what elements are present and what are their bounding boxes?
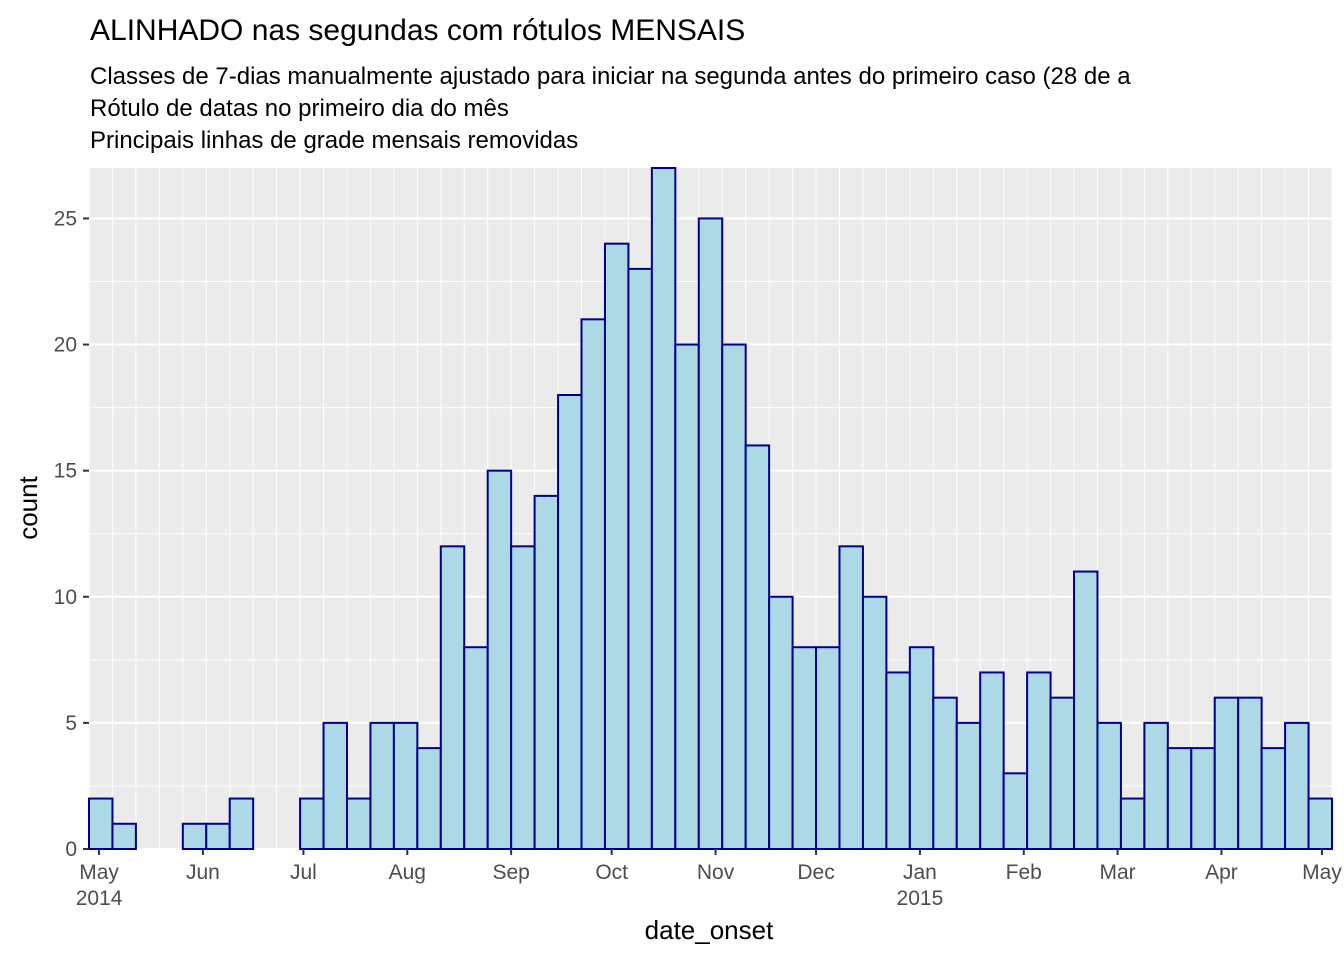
histogram-bar xyxy=(1190,747,1216,850)
histogram-bar xyxy=(88,797,114,850)
histogram-bar xyxy=(932,696,958,851)
histogram-bar xyxy=(1119,797,1146,850)
histogram-bar xyxy=(768,595,794,850)
x-tick-label: Mar xyxy=(1099,861,1135,884)
x-axis: May 2014 Jun Jul Aug Sep Oct Nov Dec Jan 2015 Feb Ma… xyxy=(76,849,1342,910)
histogram-bar xyxy=(181,822,208,850)
histogram-bar xyxy=(416,747,442,850)
histogram-bar xyxy=(533,494,560,850)
x-tick-label: Nov xyxy=(697,861,735,884)
histogram-bar xyxy=(510,545,536,850)
y-tick-label: 20 xyxy=(54,334,77,357)
histogram-bar xyxy=(1213,696,1240,851)
x-tick-label: Sep xyxy=(492,861,529,884)
histogram-bar xyxy=(439,545,466,850)
histogram-bar xyxy=(1073,570,1099,850)
histogram-bar xyxy=(557,394,583,850)
histogram-bar xyxy=(979,671,1005,851)
bars xyxy=(88,167,1333,851)
histogram-bar xyxy=(1002,772,1029,850)
histogram-bar xyxy=(1237,696,1263,851)
histogram-bar xyxy=(721,343,747,850)
y-tick-label: 25 xyxy=(54,207,77,230)
histogram-bar xyxy=(861,595,888,850)
histogram-bar xyxy=(205,822,231,850)
x-tick-label: May xyxy=(1302,861,1342,884)
histogram-bar xyxy=(1284,721,1310,851)
chart-subtitle-line-1: Classes de 7-dias manualmente ajustado p… xyxy=(90,63,1131,90)
histogram-bar xyxy=(627,267,653,850)
histogram-bar xyxy=(580,318,606,851)
histogram-bar xyxy=(1026,671,1052,851)
y-tick-label: 10 xyxy=(54,586,77,609)
histogram-bar xyxy=(744,444,771,850)
histogram-bar xyxy=(392,721,419,851)
histogram-bar xyxy=(674,343,700,850)
histogram-bar xyxy=(1260,747,1287,850)
histogram-bar xyxy=(697,217,724,850)
chart-title: ALINHADO nas segundas com rótulos MENSAI… xyxy=(90,14,745,47)
x-tick-label: Feb xyxy=(1006,861,1042,884)
histogram-bar xyxy=(815,646,841,850)
histogram-bar xyxy=(299,797,325,850)
x-tick-label: Aug xyxy=(389,861,426,884)
histogram-bar xyxy=(1143,721,1169,851)
x-tick-label: Oct xyxy=(595,861,628,884)
y-tick-label: 0 xyxy=(65,838,77,861)
y-axis-title: count xyxy=(13,475,43,539)
x-tick-year-label: 2014 xyxy=(76,887,123,910)
histogram-bar xyxy=(111,822,137,850)
histogram-bar xyxy=(463,646,489,850)
x-tick-label: Jun xyxy=(186,861,220,884)
histogram-bar xyxy=(1049,696,1076,851)
histogram-bar xyxy=(228,797,255,850)
chart-subtitle-line-2: Rótulo de datas no primeiro dia do mês xyxy=(90,95,509,122)
y-tick-label: 5 xyxy=(65,712,77,735)
histogram-bar xyxy=(908,646,935,850)
y-axis: 0 5 10 15 20 25 xyxy=(54,207,89,861)
histogram-bar xyxy=(603,242,630,850)
histogram-bar xyxy=(486,469,513,850)
x-tick-label: May xyxy=(79,861,119,884)
histogram-bar xyxy=(1307,797,1333,850)
histogram-bar xyxy=(791,646,818,850)
histogram-bar xyxy=(1166,747,1193,850)
y-tick-label: 15 xyxy=(54,460,77,483)
chart-subtitle-line-3: Principais linhas de grade mensais remov… xyxy=(90,127,578,154)
x-tick-label: Apr xyxy=(1205,861,1238,884)
x-tick-label: Jan xyxy=(903,861,937,884)
histogram-bar xyxy=(955,721,982,851)
x-tick-year-label: 2015 xyxy=(897,887,944,910)
histogram-bar xyxy=(345,797,372,850)
x-tick-label: Dec xyxy=(797,861,834,884)
x-axis-title: date_onset xyxy=(645,915,774,945)
histogram-bar xyxy=(369,721,395,851)
histogram-bar xyxy=(322,721,348,851)
histogram-bar xyxy=(885,671,911,851)
x-tick-label: Jul xyxy=(290,861,317,884)
histogram-bar xyxy=(838,545,864,850)
histogram-bar xyxy=(1096,721,1122,851)
histogram-bar xyxy=(650,167,677,850)
